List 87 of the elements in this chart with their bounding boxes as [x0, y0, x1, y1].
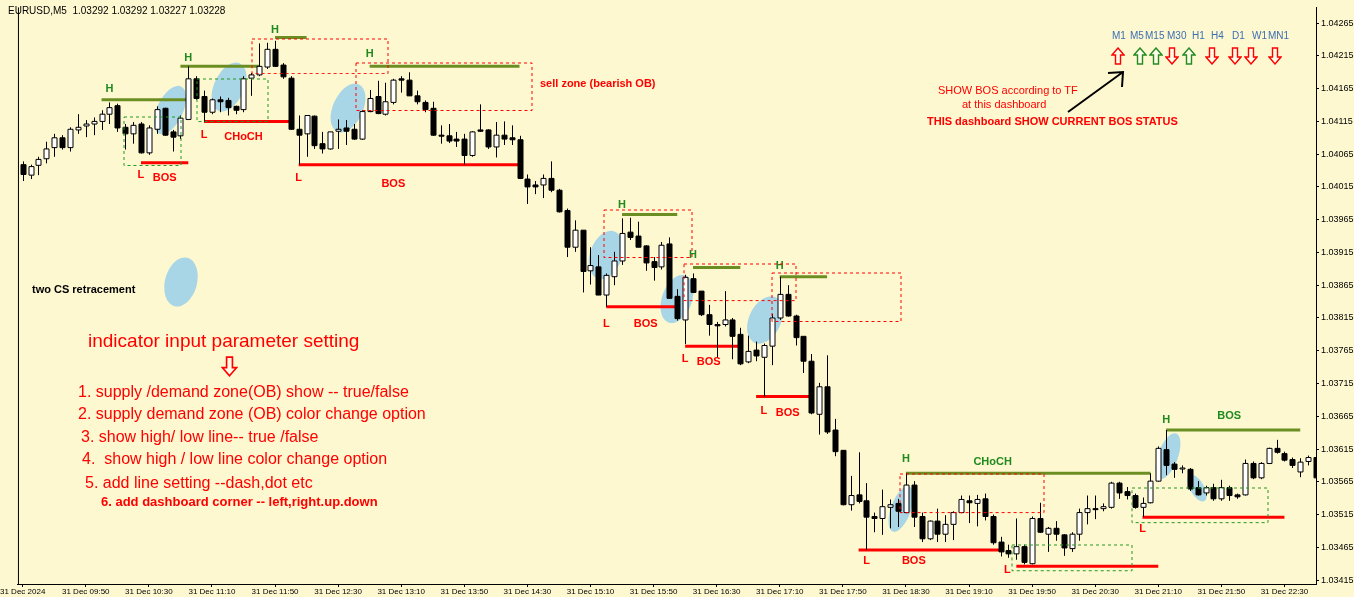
annotation: two CS retracement	[32, 283, 136, 296]
annotation: BOS	[775, 405, 800, 418]
y-tick-label: 1.04065	[1321, 148, 1354, 159]
annotation: BOS	[152, 170, 177, 183]
x-tick-label: 31 Dec 21:50	[1197, 587, 1246, 596]
y-tick-label: 1.03915	[1321, 246, 1354, 257]
annotation: L	[863, 553, 871, 566]
x-tick-label: 31 Dec 15:50	[629, 587, 678, 596]
x-tick-label: 31 Dec 17:10	[755, 587, 805, 596]
y-tick-label: 1.04165	[1321, 83, 1354, 94]
annotation: sell zone (bearish OB)	[540, 77, 656, 90]
x-tick-label: 31 Dec 14:30	[503, 587, 552, 596]
annotation: BOS	[381, 176, 406, 189]
annotation: H	[365, 47, 374, 60]
x-tick-label: 31 Dec 22:30	[1260, 587, 1309, 596]
y-tick-label: 1.03615	[1321, 443, 1354, 454]
annotation: indicator input parameter setting	[88, 330, 360, 352]
annotation: D1	[1232, 30, 1245, 42]
x-tick-label: 31 Dec 11:10	[188, 587, 236, 596]
annotation: 6. add dashboard corner -- left,right.up.down	[101, 494, 378, 510]
annotation: H	[1162, 413, 1171, 426]
annotation: H	[105, 81, 114, 94]
annotation: H	[618, 198, 627, 211]
annotation: H	[901, 452, 910, 465]
annotation: CHoCH	[973, 455, 1012, 468]
x-tick-label: 31 Dec 13:50	[440, 587, 489, 596]
x-tick-label: 31 Dec 13:10	[377, 587, 426, 596]
y-tick-label: 1.03465	[1321, 541, 1354, 552]
annotation: BOS	[901, 553, 926, 566]
x-tick-label: 31 Dec 10:30	[125, 587, 174, 596]
annotation: 4. show high / low line color change option	[82, 450, 388, 469]
y-tick-label: 1.04215	[1321, 50, 1354, 61]
annotation: H1	[1192, 30, 1205, 42]
annotation: M15	[1145, 30, 1165, 42]
y-tick-label: 1.04015	[1321, 181, 1354, 192]
y-tick-label: 1.03765	[1321, 345, 1354, 356]
annotation: BOS	[1217, 409, 1242, 422]
annotation: THIS dashboard SHOW CURRENT BOS STATUS	[927, 115, 1178, 128]
x-tick-label: 31 Dec 12:30	[314, 587, 363, 596]
annotation: L	[1139, 522, 1147, 535]
annotation: L	[602, 316, 610, 329]
y-tick-label: 1.03865	[1321, 279, 1354, 290]
y-tick-label: 1.04265	[1321, 17, 1354, 28]
x-tick-label: 31 Dec 15:10	[566, 587, 615, 596]
y-tick-label: 1.03515	[1321, 509, 1354, 520]
annotation: H	[184, 51, 193, 64]
annotation: BOS	[633, 316, 658, 329]
x-tick-label: 31 Dec 21:10	[1134, 587, 1183, 596]
annotation: H	[271, 22, 280, 35]
annotation: 1. supply /demand zone(OB) show -- true/false	[78, 383, 409, 402]
y-tick-label: 1.03715	[1321, 377, 1354, 388]
annotation: at this dashboard	[962, 98, 1047, 111]
y-tick-label: 1.03565	[1321, 476, 1354, 487]
annotation: 3. show high/ low line-- true /false	[81, 428, 319, 447]
annotation: M5	[1130, 30, 1144, 42]
annotation: H4	[1211, 30, 1224, 42]
annotation: MN1	[1268, 30, 1290, 42]
x-tick-label: 31 Dec 19:10	[945, 587, 994, 596]
y-tick-label: 1.03415	[1321, 574, 1354, 585]
annotation: M30	[1167, 30, 1187, 42]
y-tick-label: 1.03965	[1321, 214, 1354, 225]
x-tick-label: 31 Dec 18:30	[882, 587, 931, 596]
annotation: L	[760, 403, 768, 416]
annotation: H	[689, 247, 698, 260]
annotation: L	[681, 352, 689, 365]
x-tick-label: 31 Dec 19:50	[1008, 587, 1057, 596]
annotation: 5. add line setting --dash,dot etc	[85, 474, 313, 493]
annotation: SHOW BOS according to TF	[938, 84, 1078, 97]
y-tick-label: 1.03665	[1321, 410, 1354, 421]
annotation: BOS	[696, 355, 721, 368]
annotation: L	[137, 167, 145, 180]
annotation: M1	[1112, 30, 1126, 42]
y-tick-label: 1.04115	[1321, 115, 1353, 126]
x-tick-label: 31 Dec 16:30	[692, 587, 741, 596]
annotation: H	[775, 258, 784, 271]
x-tick-label: 31 Dec 09:50	[61, 587, 111, 596]
annotation: L	[1003, 563, 1011, 576]
x-tick-label: 31 Dec 17:50	[819, 587, 868, 596]
x-tick-label: 31 Dec 11:50	[251, 587, 300, 596]
y-tick-label: 1.03815	[1321, 312, 1354, 323]
annotation: L	[200, 128, 208, 141]
annotation: L	[295, 170, 303, 183]
annotation: 2. supply demand zone (OB) color change option	[78, 405, 426, 424]
annotation: CHoCH	[224, 130, 263, 143]
x-tick-label: 31 Dec 20:30	[1071, 587, 1120, 596]
x-tick-label: 31 Dec 2024	[0, 587, 46, 596]
annotation: W1	[1252, 30, 1267, 42]
